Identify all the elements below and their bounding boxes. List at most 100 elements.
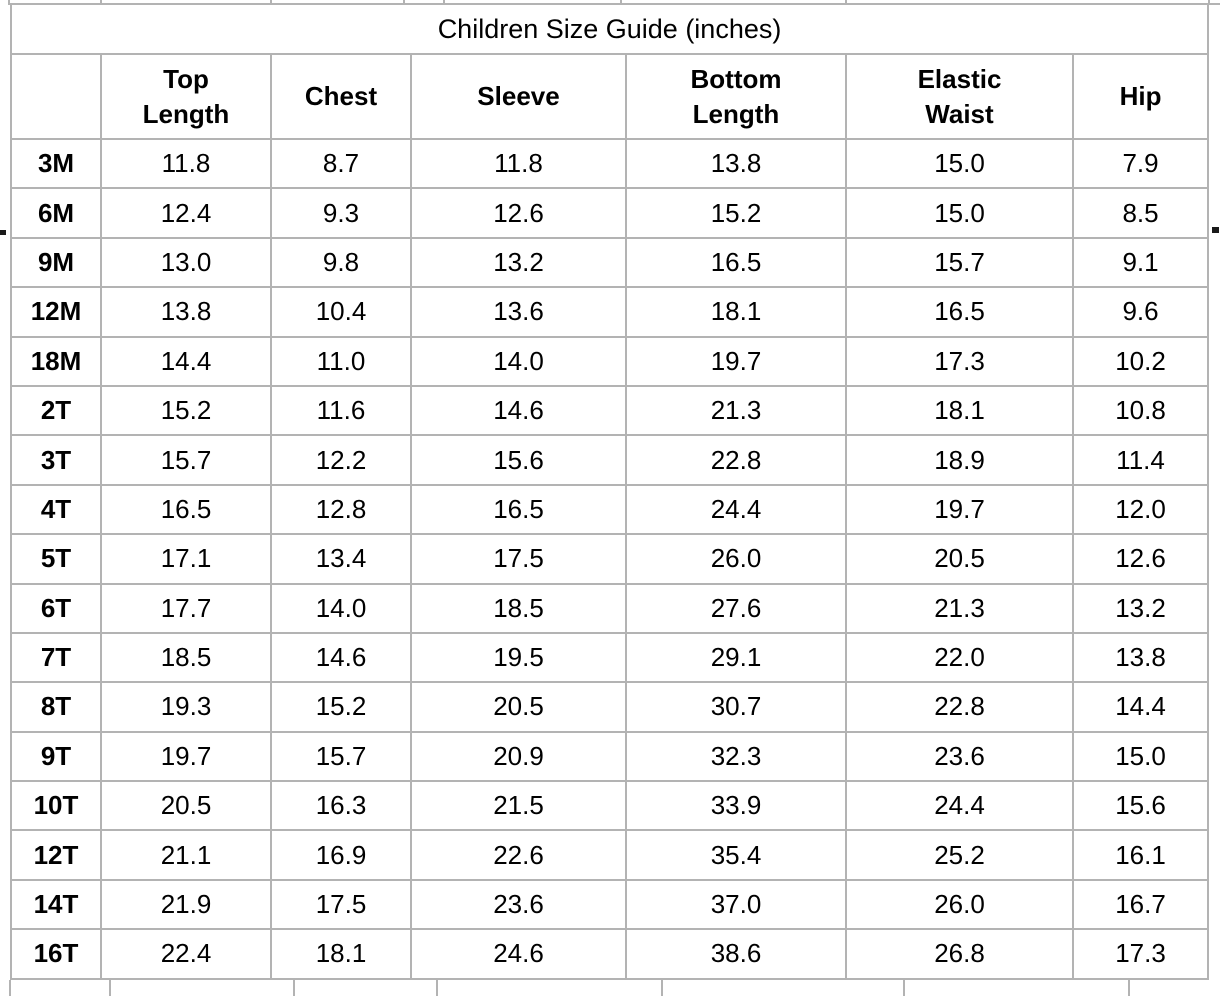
value-cell: 17.5 xyxy=(270,878,412,931)
table-row: 7T 18.5 14.6 19.5 29.1 22.0 13.8 xyxy=(10,631,1210,684)
value-cell: 24.6 xyxy=(410,928,627,980)
row-size-cell: 18M xyxy=(10,335,102,387)
value-cell: 10.4 xyxy=(270,286,412,338)
value-cell: 15.0 xyxy=(845,187,1074,239)
value-cell: 23.6 xyxy=(410,878,627,931)
table-row: 6M 12.4 9.3 12.6 15.2 15.0 8.5 xyxy=(10,187,1210,239)
value-cell: 16.9 xyxy=(270,829,412,881)
table-row: 6T 17.7 14.0 18.5 27.6 21.3 13.2 xyxy=(10,582,1210,634)
row-size-cell: 14T xyxy=(10,878,102,931)
table-row: 8T 19.3 15.2 20.5 30.7 22.8 14.4 xyxy=(10,681,1210,733)
value-cell: 18.9 xyxy=(845,434,1074,486)
value-cell: 15.2 xyxy=(625,187,847,239)
value-cell: 19.3 xyxy=(100,681,272,733)
column-header: Top Length xyxy=(100,53,272,140)
table-row: 16T 22.4 18.1 24.6 38.6 26.8 17.3 xyxy=(10,928,1210,980)
value-cell: 14.6 xyxy=(410,384,627,437)
value-cell: 8.5 xyxy=(1071,187,1210,239)
row-size-cell: 4T xyxy=(10,483,102,536)
value-cell: 14.0 xyxy=(270,582,412,634)
value-cell: 24.4 xyxy=(845,780,1074,832)
value-cell: 18.1 xyxy=(625,286,847,338)
value-cell: 15.2 xyxy=(270,681,412,733)
value-cell: 19.7 xyxy=(100,730,272,783)
value-cell: 22.6 xyxy=(410,829,627,881)
value-cell: 10.2 xyxy=(1071,335,1210,387)
value-cell: 18.5 xyxy=(100,631,272,684)
row-size-cell: 6M xyxy=(10,187,102,239)
value-cell: 15.6 xyxy=(410,434,627,486)
value-cell: 15.7 xyxy=(270,730,412,783)
gridline-stub xyxy=(1128,980,1130,996)
value-cell: 33.9 xyxy=(625,780,847,832)
gridline-stub xyxy=(436,980,438,996)
value-cell: 20.5 xyxy=(845,533,1074,585)
value-cell: 16.7 xyxy=(1071,878,1210,931)
gridline-stub xyxy=(270,0,272,5)
gridline-stub xyxy=(293,980,295,996)
column-header: Elastic Waist xyxy=(845,53,1074,140)
gridline-stub xyxy=(661,980,663,996)
table-row: 12T 21.1 16.9 22.6 35.4 25.2 16.1 xyxy=(10,829,1210,881)
value-cell: 21.3 xyxy=(625,384,847,437)
value-cell: 18.1 xyxy=(270,928,412,980)
value-cell: 15.6 xyxy=(1071,780,1210,832)
table-row: 3T 15.7 12.2 15.6 22.8 18.9 11.4 xyxy=(10,434,1210,486)
value-cell: 11.4 xyxy=(1071,434,1210,486)
value-cell: 17.3 xyxy=(845,335,1074,387)
value-cell: 24.4 xyxy=(625,483,847,536)
value-cell: 15.7 xyxy=(845,236,1074,289)
value-cell: 26.0 xyxy=(625,533,847,585)
value-cell: 19.7 xyxy=(845,483,1074,536)
value-cell: 11.8 xyxy=(410,137,627,190)
row-size-cell: 5T xyxy=(10,533,102,585)
value-cell: 20.9 xyxy=(410,730,627,783)
value-cell: 29.1 xyxy=(625,631,847,684)
value-cell: 27.6 xyxy=(625,582,847,634)
value-cell: 15.0 xyxy=(1071,730,1210,783)
value-cell: 22.8 xyxy=(625,434,847,486)
value-cell: 25.2 xyxy=(845,829,1074,881)
table-row: 9T 19.7 15.7 20.9 32.3 23.6 15.0 xyxy=(10,730,1210,783)
value-cell: 17.5 xyxy=(410,533,627,585)
value-cell: 9.6 xyxy=(1071,286,1210,338)
page-break-mark xyxy=(0,230,6,235)
row-size-cell: 16T xyxy=(10,928,102,980)
gridline-stub xyxy=(443,0,445,5)
column-header: Hip xyxy=(1071,53,1210,140)
page-break-mark xyxy=(1212,227,1219,233)
value-cell: 13.8 xyxy=(1071,631,1210,684)
gridline-stub xyxy=(8,0,10,5)
value-cell: 32.3 xyxy=(625,730,847,783)
value-cell: 21.9 xyxy=(100,878,272,931)
row-size-cell: 3T xyxy=(10,434,102,486)
column-header: Bottom Length xyxy=(625,53,847,140)
table-row: 5T 17.1 13.4 17.5 26.0 20.5 12.6 xyxy=(10,533,1210,585)
table-row: 9M 13.0 9.8 13.2 16.5 15.7 9.1 xyxy=(10,236,1210,289)
gridline-stub xyxy=(845,0,847,5)
value-cell: 22.8 xyxy=(845,681,1074,733)
corner-cell xyxy=(10,53,102,140)
row-size-cell: 2T xyxy=(10,384,102,437)
header-row: Top Length Chest Sleeve Bottom Length Elasti… xyxy=(10,53,1210,140)
value-cell: 18.1 xyxy=(845,384,1074,437)
value-cell: 21.3 xyxy=(845,582,1074,634)
gridline-stub xyxy=(403,0,405,5)
value-cell: 16.5 xyxy=(410,483,627,536)
table-row: 14T 21.9 17.5 23.6 37.0 26.0 16.7 xyxy=(10,878,1210,931)
value-cell: 12.6 xyxy=(1071,533,1210,585)
value-cell: 7.9 xyxy=(1071,137,1210,190)
gridline-stub xyxy=(620,0,622,5)
gridline-stub xyxy=(1208,0,1210,5)
column-header: Chest xyxy=(270,53,412,140)
value-cell: 16.3 xyxy=(270,780,412,832)
value-cell: 37.0 xyxy=(625,878,847,931)
row-size-cell: 12M xyxy=(10,286,102,338)
row-size-cell: 9M xyxy=(10,236,102,289)
value-cell: 11.0 xyxy=(270,335,412,387)
table-title: Children Size Guide (inches) xyxy=(9,3,1210,55)
table-row: 10T 20.5 16.3 21.5 33.9 24.4 15.6 xyxy=(10,780,1210,832)
value-cell: 14.6 xyxy=(270,631,412,684)
value-cell: 13.8 xyxy=(625,137,847,190)
